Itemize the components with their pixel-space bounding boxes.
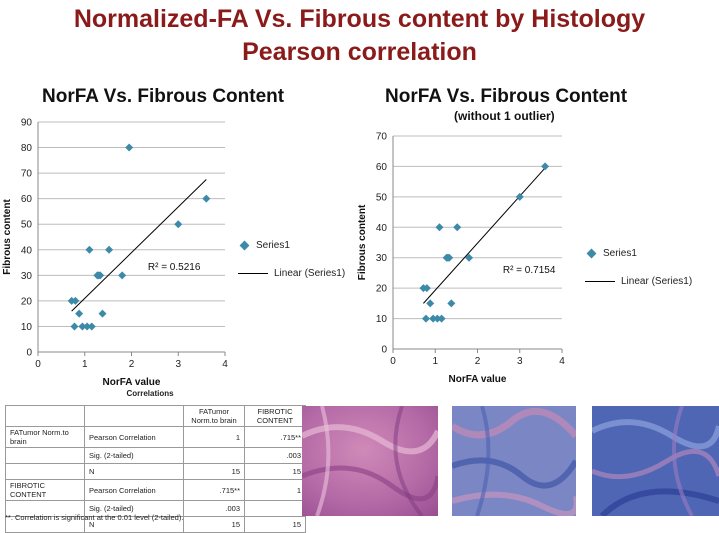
data-point [78, 322, 87, 331]
chart1-legend-trend: Linear (Series1) [274, 267, 346, 279]
data-point [443, 253, 452, 262]
y-tick-label: 30 [21, 271, 33, 282]
trendline-icon [238, 272, 268, 274]
y-tick-label: 50 [21, 220, 33, 231]
y-tick-label: 60 [376, 162, 388, 173]
data-point [87, 322, 96, 331]
y-axis-title: Fibrous content [2, 199, 13, 275]
y-tick-label: 60 [21, 194, 33, 205]
data-point [174, 220, 183, 229]
table-row: Sig. (2-tailed) .003 [5, 447, 306, 464]
x-tick-label: 2 [475, 356, 481, 367]
data-point [85, 245, 94, 254]
y-tick-label: 0 [26, 348, 32, 359]
data-point [465, 253, 474, 262]
data-point [515, 192, 524, 201]
y-tick-label: 20 [376, 284, 388, 295]
x-tick-label: 0 [390, 356, 396, 367]
y-tick-label: 70 [21, 169, 33, 180]
x-axis-title: NorFA value [103, 377, 161, 388]
trendline [71, 179, 207, 312]
x-tick-label: 3 [175, 359, 181, 370]
data-point [83, 322, 92, 331]
chart2-legend-series: Series1 [603, 247, 637, 259]
data-point [105, 245, 114, 254]
data-point [426, 299, 435, 308]
y-tick-label: 30 [376, 253, 388, 264]
x-axis-title: NorFA value [449, 374, 507, 385]
data-point [71, 296, 80, 305]
chart2-legend: Series1 Linear (Series1) [585, 246, 692, 302]
chart2-subtitle: (without 1 outlier) [454, 109, 555, 123]
y-axis-title: Fibrous content [357, 204, 368, 280]
histology-image-3 [592, 406, 719, 516]
r-squared-label: R² = 0.7154 [503, 265, 556, 276]
table-row: N 15 15 [5, 516, 306, 533]
chart1-legend-series: Series1 [256, 239, 290, 251]
x-tick-label: 2 [129, 359, 135, 370]
chart2-title: NorFA Vs. Fibrous Content [385, 86, 628, 107]
data-point [118, 271, 127, 280]
data-point [422, 284, 431, 293]
y-tick-label: 40 [21, 245, 33, 256]
r-squared-label: R² = 0.5216 [148, 262, 201, 273]
table-row: Sig. (2-tailed) .003 [5, 500, 306, 517]
y-tick-label: 80 [21, 143, 33, 154]
correlations-footnote: **. Correlation is significant at the 0.… [5, 513, 184, 522]
slide-title: Normalized-FA Vs. Fibrous content by His… [73, 5, 646, 33]
chart1-legend: Series1 Linear (Series1) [238, 238, 345, 294]
data-point [75, 309, 84, 318]
table-row: N 15 15 [5, 463, 306, 480]
y-tick-label: 20 [21, 296, 33, 307]
data-point [429, 314, 438, 323]
y-tick-label: 40 [376, 223, 388, 234]
data-point [447, 299, 456, 308]
chart1-plot: 0 10 20 30 40 50 60 70 80 90 0 1 2 3 4 Fibrous content N… [2, 118, 228, 389]
table-row: FIBROTIC CONTENT Pearson Correlation .715*… [5, 479, 306, 501]
data-point [435, 223, 444, 232]
data-point [94, 271, 103, 280]
series-marker-icon [239, 240, 250, 250]
data-point [433, 314, 442, 323]
y-tick-label: 70 [376, 132, 388, 143]
series-marker-icon [586, 248, 597, 258]
col-header: FATumor Norm.to brain [183, 405, 245, 427]
correlations-table: FATumor Norm.to brain FIBROTIC CONTENT F… [5, 405, 306, 533]
x-tick-label: 4 [222, 359, 228, 370]
table-row: FATumor Norm.to brain Pearson Correlation… [5, 426, 306, 448]
x-tick-label: 1 [432, 356, 438, 367]
x-tick-label: 0 [35, 359, 41, 370]
data-point [98, 309, 107, 318]
table-header-row: FATumor Norm.to brain FIBROTIC CONTENT [5, 405, 306, 427]
histology-image-1 [302, 406, 438, 516]
data-point [125, 143, 134, 152]
data-point [541, 162, 550, 171]
data-point [453, 223, 462, 232]
col-header: FIBROTIC CONTENT [244, 405, 306, 427]
y-tick-label: 0 [381, 345, 387, 356]
slide-subtitle: Pearson correlation [242, 38, 477, 66]
data-point [202, 194, 211, 203]
x-tick-label: 4 [559, 356, 565, 367]
chart2-legend-trend: Linear (Series1) [621, 275, 693, 287]
x-tick-label: 3 [517, 356, 523, 367]
data-point [437, 314, 446, 323]
chart2-plot: 0 10 20 30 40 50 60 70 0 1 2 3 4 Fibrous content NorFA… [357, 132, 565, 386]
correlations-caption: Correlations [126, 389, 174, 398]
histology-image-2 [452, 406, 576, 516]
y-tick-label: 10 [21, 322, 33, 333]
y-tick-label: 10 [376, 314, 388, 325]
data-point [70, 322, 79, 331]
y-tick-label: 50 [376, 192, 388, 203]
data-point [421, 314, 430, 323]
x-tick-label: 1 [82, 359, 88, 370]
y-tick-label: 90 [21, 118, 33, 129]
chart1-title: NorFA Vs. Fibrous Content [42, 86, 285, 107]
trendline-icon [585, 280, 615, 282]
trendline [423, 167, 546, 304]
